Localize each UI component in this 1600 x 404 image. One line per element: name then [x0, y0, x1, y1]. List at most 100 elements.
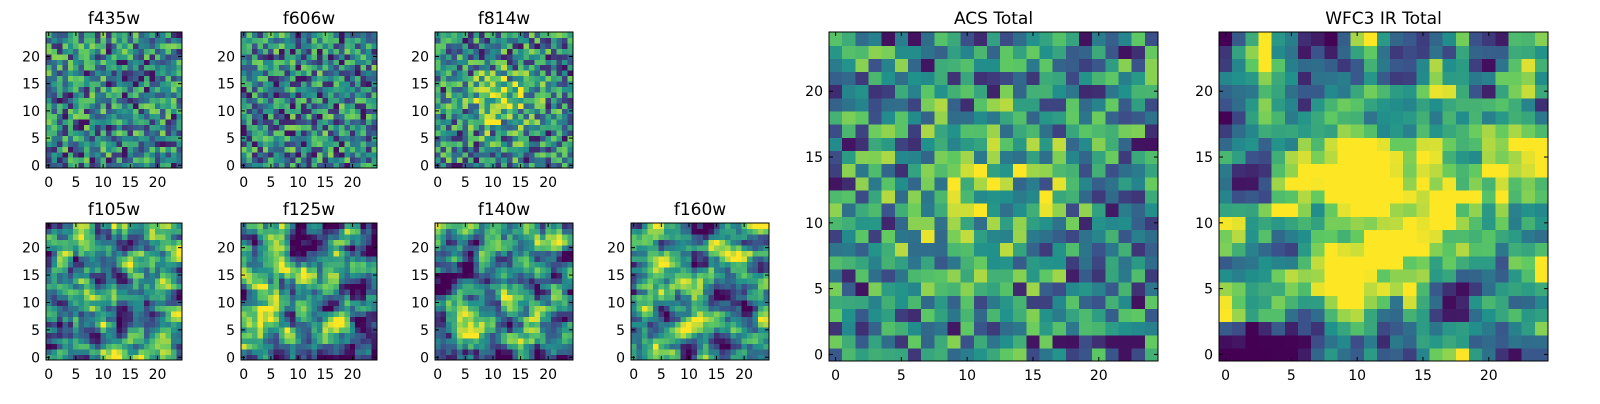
heatmap-cell	[106, 294, 112, 300]
heatmap-cell	[241, 278, 247, 284]
heatmap-cell	[128, 239, 134, 245]
heatmap-cell	[257, 135, 263, 141]
heatmap-cell	[171, 256, 177, 262]
heatmap-cell	[551, 54, 557, 60]
heatmap-cell	[534, 239, 540, 245]
heatmap-cell	[328, 322, 334, 328]
heatmap-cell	[730, 327, 736, 333]
heatmap-cell	[122, 256, 128, 262]
heatmap-cell	[855, 190, 869, 204]
heatmap-cell	[366, 327, 372, 333]
heatmap-cell	[1092, 203, 1106, 217]
heatmap-cell	[274, 76, 280, 82]
heatmap-cell	[128, 305, 134, 311]
heatmap-cell	[317, 338, 323, 344]
heatmap-cell	[366, 272, 372, 278]
heatmap-cell	[57, 256, 63, 262]
heatmap-cell	[257, 316, 263, 322]
y-tick-label: 15	[607, 268, 625, 284]
heatmap-cell	[747, 322, 753, 328]
heatmap-cell	[252, 245, 258, 251]
heatmap-cell	[339, 59, 345, 65]
heatmap-cell	[648, 311, 654, 317]
heatmap-cell	[435, 283, 441, 289]
heatmap-cell	[507, 289, 513, 295]
heatmap-cell	[686, 272, 692, 278]
heatmap-cell	[301, 327, 307, 333]
heatmap-cell	[441, 81, 447, 87]
heatmap-cell	[160, 65, 166, 71]
heatmap-cell	[51, 70, 57, 76]
heatmap-cell	[111, 157, 117, 163]
heatmap-cell	[241, 86, 247, 92]
heatmap-cell	[263, 43, 269, 49]
heatmap-cell	[160, 157, 166, 163]
heatmap-cell	[1026, 190, 1040, 204]
heatmap-cell	[274, 344, 280, 350]
heatmap-cell	[79, 48, 85, 54]
panel-title: f814w	[478, 9, 530, 29]
heatmap-cell	[79, 86, 85, 92]
heatmap-cell	[279, 70, 285, 76]
heatmap-cell	[117, 327, 123, 333]
heatmap-cell	[90, 48, 96, 54]
heatmap-cell	[529, 54, 535, 60]
heatmap-cell	[62, 97, 68, 103]
heatmap-cell	[446, 37, 452, 43]
heatmap-cell	[752, 344, 758, 350]
heatmap-cell	[523, 152, 529, 158]
heatmap-cell	[149, 135, 155, 141]
panel-title: f606w	[283, 9, 335, 29]
heatmap-cell	[46, 239, 52, 245]
heatmap-cell	[435, 157, 441, 163]
heatmap-cell	[122, 338, 128, 344]
heatmap-cell	[474, 43, 480, 49]
heatmap-cell	[507, 283, 513, 289]
heatmap-cell	[653, 327, 659, 333]
heatmap-cell	[452, 234, 458, 240]
heatmap-cell	[317, 141, 323, 147]
heatmap-cell	[344, 256, 350, 262]
heatmap-cell	[758, 300, 764, 306]
heatmap-cell	[268, 278, 274, 284]
heatmap-cell	[648, 289, 654, 295]
heatmap-cell	[355, 234, 361, 240]
heatmap-cell	[457, 146, 463, 152]
heatmap-cell	[90, 234, 96, 240]
heatmap-cell	[708, 256, 714, 262]
heatmap-cell	[285, 311, 291, 317]
heatmap-cell	[128, 327, 134, 333]
heatmap-cell	[637, 228, 643, 234]
heatmap-cell	[306, 54, 312, 60]
heatmap-cell	[252, 130, 258, 136]
heatmap-cell	[496, 48, 502, 54]
heatmap-cell	[697, 267, 703, 273]
heatmap-cell	[344, 37, 350, 43]
heatmap-cell	[1092, 256, 1106, 270]
heatmap-cell	[741, 294, 747, 300]
heatmap-cell	[323, 135, 329, 141]
heatmap-cell	[285, 267, 291, 273]
heatmap-cell	[631, 228, 637, 234]
heatmap-cell	[263, 272, 269, 278]
heatmap-cell	[1119, 282, 1133, 296]
heatmap-cell	[279, 86, 285, 92]
heatmap-cell	[344, 86, 350, 92]
heatmap-cell	[339, 245, 345, 251]
heatmap-cell	[974, 269, 988, 283]
heatmap-cell	[90, 245, 96, 251]
heatmap-cell	[95, 97, 101, 103]
heatmap-cell	[285, 97, 291, 103]
heatmap-cell	[160, 119, 166, 125]
heatmap-cell	[463, 311, 469, 317]
heatmap-cell	[166, 300, 172, 306]
heatmap-cell	[490, 300, 496, 306]
heatmap-cell	[681, 256, 687, 262]
heatmap-cell	[361, 103, 367, 109]
heatmap-cell	[95, 349, 101, 355]
heatmap-cell	[79, 250, 85, 256]
heatmap-cell	[95, 261, 101, 267]
heatmap-cell	[529, 141, 535, 147]
heatmap-cell	[529, 294, 535, 300]
